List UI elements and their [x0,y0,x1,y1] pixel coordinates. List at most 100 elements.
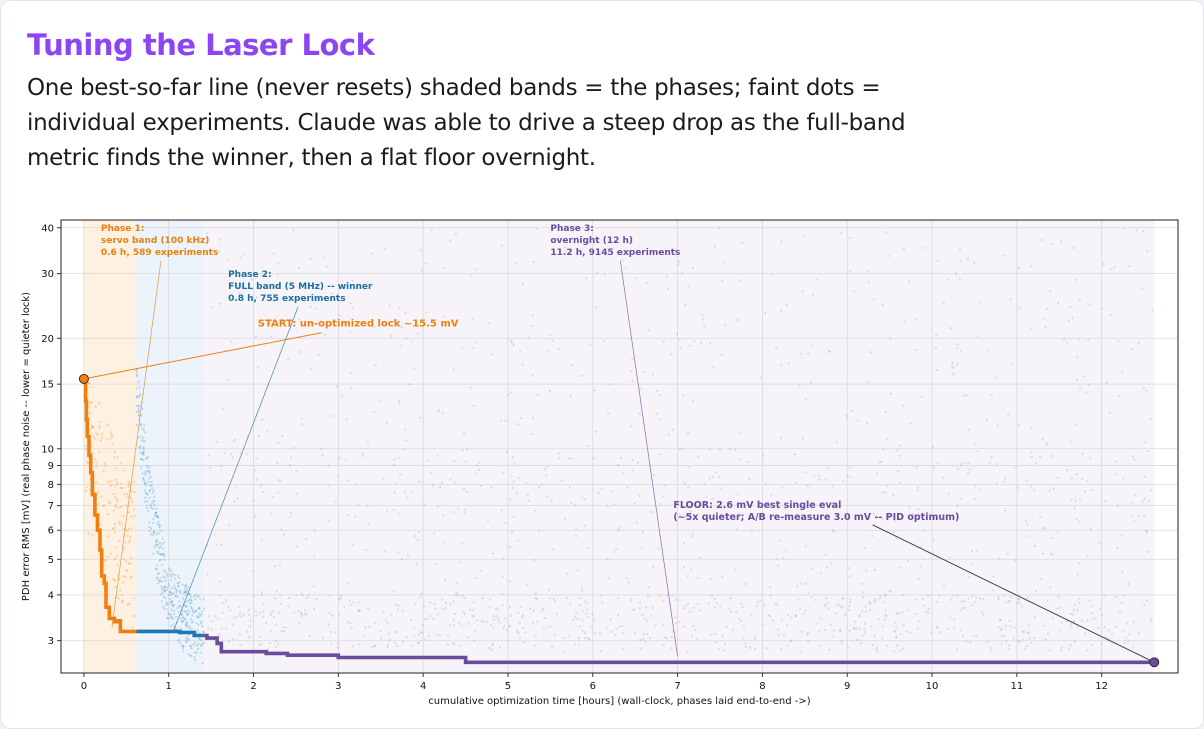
experiment-dot [681,447,684,450]
experiment-dot [746,460,749,463]
experiment-dot [841,642,844,645]
experiment-dot [592,457,595,460]
experiment-dot [651,373,654,376]
experiment-dot [157,571,160,575]
experiment-dot [521,282,525,285]
experiment-dot [392,508,395,512]
phase-leader-line [172,306,299,633]
experiment-dot [207,454,210,457]
experiment-dot [599,594,603,597]
experiment-dot [463,511,466,514]
experiment-dot [482,620,485,623]
experiment-dot [126,534,129,537]
experiment-dot [515,491,518,494]
experiment-dot [444,607,447,610]
experiment-dot [171,600,174,603]
experiment-dot [492,615,495,618]
experiment-dot [122,514,125,517]
experiment-dot [488,322,491,325]
experiment-dot [163,555,166,558]
experiment-dot [505,451,508,454]
experiment-dot [111,527,114,530]
experiment-dot [181,621,184,624]
experiment-dot [117,506,120,509]
experiment-dot [100,432,104,435]
experiment-dot [580,586,583,590]
experiment-dot [452,511,455,514]
experiment-dot [260,484,263,487]
experiment-dot [300,614,304,618]
experiment-dot [1146,249,1149,252]
experiment-dot [358,609,361,612]
experiment-dot [949,327,952,330]
experiment-dot [131,626,134,629]
experiment-dot [971,595,974,598]
experiment-dot [175,588,178,591]
experiment-dot [707,602,710,605]
experiment-dot [764,482,767,485]
experiment-dot [1103,593,1106,597]
experiment-dot [185,639,188,642]
experiment-dot [154,515,157,518]
experiment-dot [429,601,432,604]
experiment-dot [384,247,387,250]
experiment-dot [113,456,116,459]
experiment-dot [114,586,117,589]
experiment-dot [1020,605,1024,608]
experiment-dot [838,630,842,633]
experiment-dot [397,551,400,554]
experiment-dot [1084,632,1087,635]
experiment-dot [397,456,400,459]
experiment-dot [1014,559,1017,562]
experiment-dot [709,342,712,345]
experiment-dot [192,643,195,646]
experiment-dot [869,625,873,628]
experiment-dot [800,352,803,355]
experiment-dot [695,637,698,641]
experiment-dot [174,595,177,598]
experiment-dot [189,593,192,596]
experiment-dot [261,418,264,421]
experiment-dot [512,343,515,347]
experiment-dot [261,490,265,494]
experiment-dot [956,504,959,507]
experiment-dot [169,601,173,604]
experiment-dot [390,613,393,616]
experiment-dot [192,611,196,614]
experiment-dot [151,487,154,490]
experiment-dot [137,380,140,384]
experiment-dot [164,590,167,593]
experiment-dot [924,610,927,613]
experiment-dot [848,466,852,469]
experiment-dot [84,445,87,448]
experiment-dot [442,315,445,318]
experiment-dot [274,565,277,568]
experiment-dot [620,457,623,460]
experiment-dot [489,623,492,627]
experiment-dot [196,615,199,618]
experiment-dot [337,475,340,478]
experiment-dot [457,594,460,597]
experiment-dot [899,612,902,615]
experiment-dot [876,646,879,649]
experiment-dot [1128,264,1131,268]
experiment-dot [162,605,165,608]
experiment-dot [86,461,89,464]
experiment-dot [194,593,197,596]
experiment-dot [780,309,783,312]
experiment-dot [748,477,751,481]
experiment-dot [452,624,455,627]
experiment-dot [215,440,218,443]
experiment-dot [517,476,520,480]
experiment-dot [687,466,690,469]
experiment-dot [465,490,468,494]
experiment-dot [108,500,111,503]
experiment-dot [153,503,156,506]
experiment-dot [222,601,225,605]
experiment-dot [867,381,870,384]
experiment-dot [393,458,396,461]
experiment-dot [1128,633,1131,636]
experiment-dot [330,643,333,646]
experiment-dot [215,543,218,546]
experiment-dot [920,395,923,398]
